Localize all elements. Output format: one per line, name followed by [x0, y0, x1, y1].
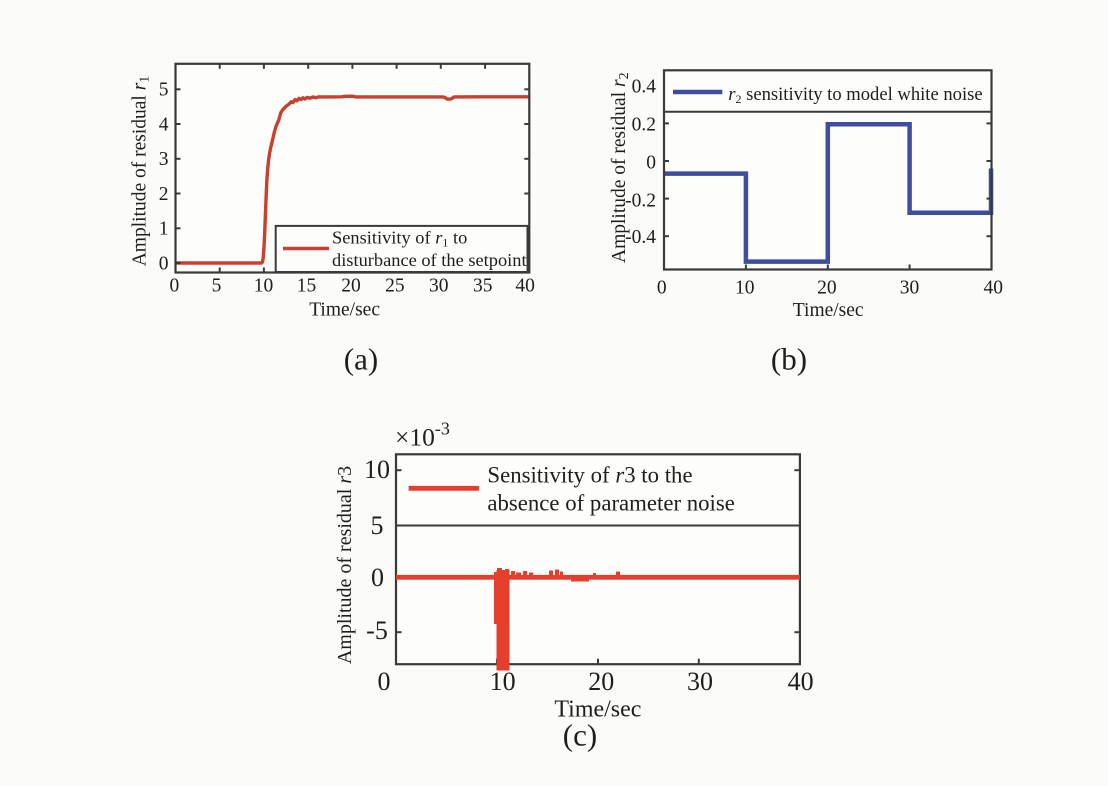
svg-text:25: 25	[385, 276, 405, 297]
svg-text:0: 0	[170, 276, 180, 297]
svg-text:30: 30	[900, 278, 920, 299]
svg-text:Amplitude of residual r2: Amplitude of residual r2	[609, 72, 632, 263]
svg-text:Amplitude of residual r3: Amplitude of residual r3	[334, 466, 356, 664]
svg-text:Sensitivity of r1 to: Sensitivity of r1 to	[332, 228, 467, 250]
svg-text:Time/sec: Time/sec	[309, 299, 380, 320]
svg-text:0: 0	[371, 563, 384, 592]
svg-text:10: 10	[364, 455, 390, 484]
svg-text:30: 30	[687, 667, 713, 696]
svg-text:absence of parameter noise: absence of parameter noise	[487, 491, 734, 516]
svg-text:disturbance of the setpoint: disturbance of the setpoint	[332, 250, 527, 270]
svg-text:20: 20	[588, 667, 614, 696]
svg-text:0.2: 0.2	[632, 114, 656, 135]
svg-text:×10-3: ×10-3	[395, 419, 450, 452]
svg-text:Sensitivity of r3 to the: Sensitivity of r3 to the	[487, 462, 692, 487]
svg-text:(c): (c)	[563, 718, 597, 753]
svg-text:0: 0	[646, 153, 656, 174]
svg-text:5: 5	[159, 80, 169, 101]
svg-text:20: 20	[817, 278, 837, 299]
svg-text:5: 5	[212, 276, 222, 297]
svg-text:40: 40	[515, 276, 535, 297]
svg-text:Time/sec: Time/sec	[793, 300, 864, 321]
svg-text:40: 40	[984, 278, 1004, 299]
svg-text:5: 5	[371, 511, 384, 540]
svg-text:3: 3	[159, 149, 169, 170]
svg-text:20: 20	[341, 276, 361, 297]
svg-text:0: 0	[159, 253, 169, 274]
svg-text:30: 30	[429, 276, 449, 297]
svg-text:1: 1	[159, 219, 169, 240]
svg-text:Amplitude of residual r1: Amplitude of residual r1	[130, 76, 153, 267]
svg-text:15: 15	[297, 276, 317, 297]
svg-text:r2 sensitivity to model white: r2 sensitivity to model white noise	[728, 84, 982, 106]
svg-text:4: 4	[159, 114, 169, 135]
svg-text:0: 0	[378, 667, 391, 696]
svg-text:(a): (a)	[344, 342, 378, 377]
svg-text:0: 0	[657, 278, 667, 299]
svg-text:Time/sec: Time/sec	[554, 697, 641, 723]
svg-text:40: 40	[788, 667, 814, 696]
svg-text:0.4: 0.4	[632, 76, 657, 97]
svg-text:10: 10	[254, 276, 274, 297]
svg-text:10: 10	[735, 278, 755, 299]
svg-text:(b): (b)	[771, 342, 807, 377]
svg-text:-0.2: -0.2	[625, 191, 656, 212]
svg-text:-5: -5	[366, 616, 388, 645]
svg-text:10: 10	[490, 667, 516, 696]
svg-text:-0.4: -0.4	[625, 227, 656, 248]
svg-text:35: 35	[473, 276, 493, 297]
svg-text:2: 2	[159, 184, 169, 205]
